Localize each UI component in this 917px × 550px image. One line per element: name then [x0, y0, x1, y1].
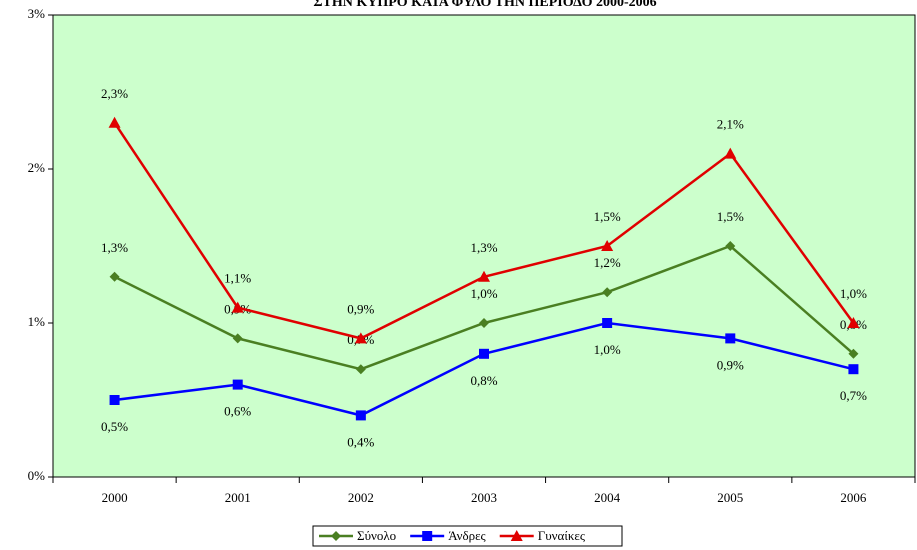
marker: [725, 241, 736, 251]
marker: [231, 301, 244, 313]
x-tick-label: 2001: [225, 490, 251, 505]
data-label: 0,9%: [717, 357, 744, 372]
marker: [109, 395, 120, 405]
marker: [601, 240, 614, 251]
marker: [724, 147, 737, 159]
chart-title: ΣΤΗΝ ΚΥΠΡΟ ΚΑΤΑ ΦΥΛΟ ΤΗΝ ΠΕΡΙΟΔΟ 2000-20…: [313, 0, 656, 10]
data-label: 2,3%: [101, 86, 128, 101]
legend-label: Σύνολο: [357, 528, 396, 543]
marker: [232, 379, 243, 390]
marker: [510, 530, 523, 541]
data-label: 1,2%: [594, 255, 621, 270]
legend: Σύνολο Άνδρες Γυναίκες: [312, 525, 623, 547]
legend-box: [312, 525, 623, 547]
series: 2,3% 1,1% 0,9% 1,3% 1,5% 2,1% 1,0%: [101, 86, 867, 344]
y-tick-label: 1%: [28, 314, 46, 329]
data-label: 2,1%: [717, 117, 744, 132]
y-tick-label: 2%: [28, 160, 46, 175]
data-label: 0,5%: [101, 419, 128, 434]
marker: [602, 318, 613, 328]
marker: [478, 270, 490, 282]
series: 0,5% 0,6% 0,4% 0,8% 1,0% 0,9% 0,7%: [101, 318, 867, 449]
y-tick-label: 0%: [28, 468, 46, 483]
marker: [848, 364, 859, 375]
data-label: 1,0%: [594, 342, 621, 357]
data-label: 0,4%: [347, 434, 374, 449]
marker: [602, 287, 613, 298]
x-tick-label: 2006: [840, 490, 867, 505]
marker: [232, 333, 243, 344]
marker: [847, 317, 860, 328]
marker: [422, 531, 433, 541]
data-label: 1,0%: [470, 286, 497, 301]
legend-label: Γυναίκες: [538, 528, 586, 543]
marker: [355, 410, 366, 421]
data-label: 0,7%: [840, 388, 867, 403]
data-label: 1,3%: [470, 240, 497, 255]
x-tick-label: 2002: [348, 490, 374, 505]
legend-label: Άνδρες: [448, 528, 486, 543]
data-label: 1,5%: [717, 209, 744, 224]
marker: [479, 318, 489, 328]
data-label: 1,3%: [101, 240, 128, 255]
y-tick-label: 3%: [28, 6, 46, 21]
x-tick-label: 2005: [717, 490, 743, 505]
data-label: 1,0%: [840, 286, 867, 301]
data-label: 0,9%: [347, 301, 374, 316]
marker: [355, 364, 366, 375]
marker: [479, 348, 489, 359]
marker: [109, 271, 120, 282]
marker: [331, 531, 341, 541]
marker: [108, 116, 121, 128]
marker: [725, 333, 736, 344]
data-label: 1,5%: [594, 209, 621, 224]
data-label: 0,8%: [470, 373, 497, 388]
x-tick-label: 2000: [102, 490, 128, 505]
x-tick-label: 2003: [471, 490, 497, 505]
data-label: 1,1%: [224, 271, 251, 286]
marker: [848, 348, 859, 359]
marker: [354, 332, 367, 344]
x-tick-label: 2004: [594, 490, 621, 505]
data-label: 0,6%: [224, 404, 251, 419]
